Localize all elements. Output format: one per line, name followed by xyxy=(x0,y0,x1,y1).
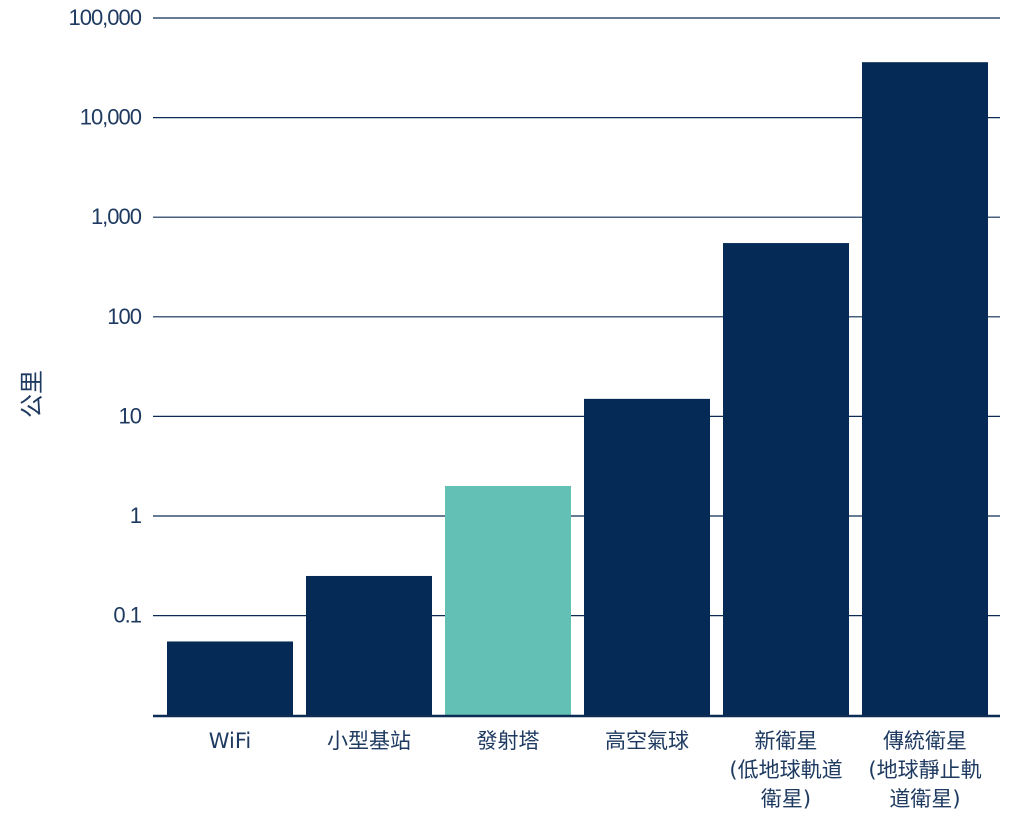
y-tick-label: 0.1 xyxy=(113,603,141,628)
y-tick-label: 10 xyxy=(119,403,142,428)
bar xyxy=(306,575,432,716)
y-axis-title: 公里 xyxy=(18,370,46,418)
y-tick-label: 100,000 xyxy=(68,5,141,30)
x-category-label: 傳統衛星 xyxy=(883,729,967,753)
x-category-label: WiFi xyxy=(209,729,252,753)
bar xyxy=(584,398,710,716)
gridlines xyxy=(153,17,1000,617)
x-category-label: 道衛星) xyxy=(889,787,960,811)
x-category-label: (低地球軌道 xyxy=(729,758,842,782)
y-tick-label: 1,000 xyxy=(91,204,142,229)
x-category-label: 發射塔 xyxy=(477,729,540,753)
bars xyxy=(167,62,988,717)
x-category-label: (地球靜止軌 xyxy=(868,758,981,782)
x-category-label: 小型基站 xyxy=(327,729,411,753)
bar xyxy=(445,486,571,716)
y-tick-labels: 0.1 1 10 100 1,000 10,000 100,000 xyxy=(68,5,142,628)
bar xyxy=(167,641,293,716)
x-category-label: 衛星) xyxy=(761,787,811,811)
y-tick-label: 100 xyxy=(107,304,141,329)
bar xyxy=(862,62,988,717)
bar xyxy=(723,243,849,716)
y-tick-label: 10,000 xyxy=(80,105,142,130)
y-tick-label: 1 xyxy=(130,503,142,528)
x-category-label: 高空氣球 xyxy=(605,729,689,753)
x-category-label: 新衛星 xyxy=(755,729,818,753)
